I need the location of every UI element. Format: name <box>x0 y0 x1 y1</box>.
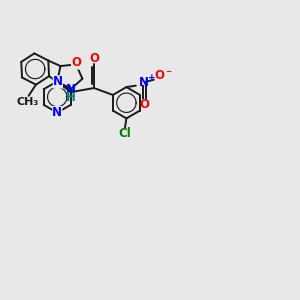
Text: O: O <box>89 52 99 65</box>
Text: +: + <box>148 73 155 82</box>
Text: Cl: Cl <box>118 127 131 140</box>
Text: N: N <box>66 83 76 96</box>
Text: O: O <box>155 69 165 82</box>
Text: N: N <box>52 106 62 119</box>
Text: N: N <box>53 75 63 88</box>
Text: H: H <box>66 92 76 104</box>
Text: O: O <box>71 56 81 70</box>
Text: N: N <box>139 76 148 89</box>
Text: CH₃: CH₃ <box>17 97 39 107</box>
Text: O: O <box>140 98 150 111</box>
Text: ⁻: ⁻ <box>165 68 172 82</box>
